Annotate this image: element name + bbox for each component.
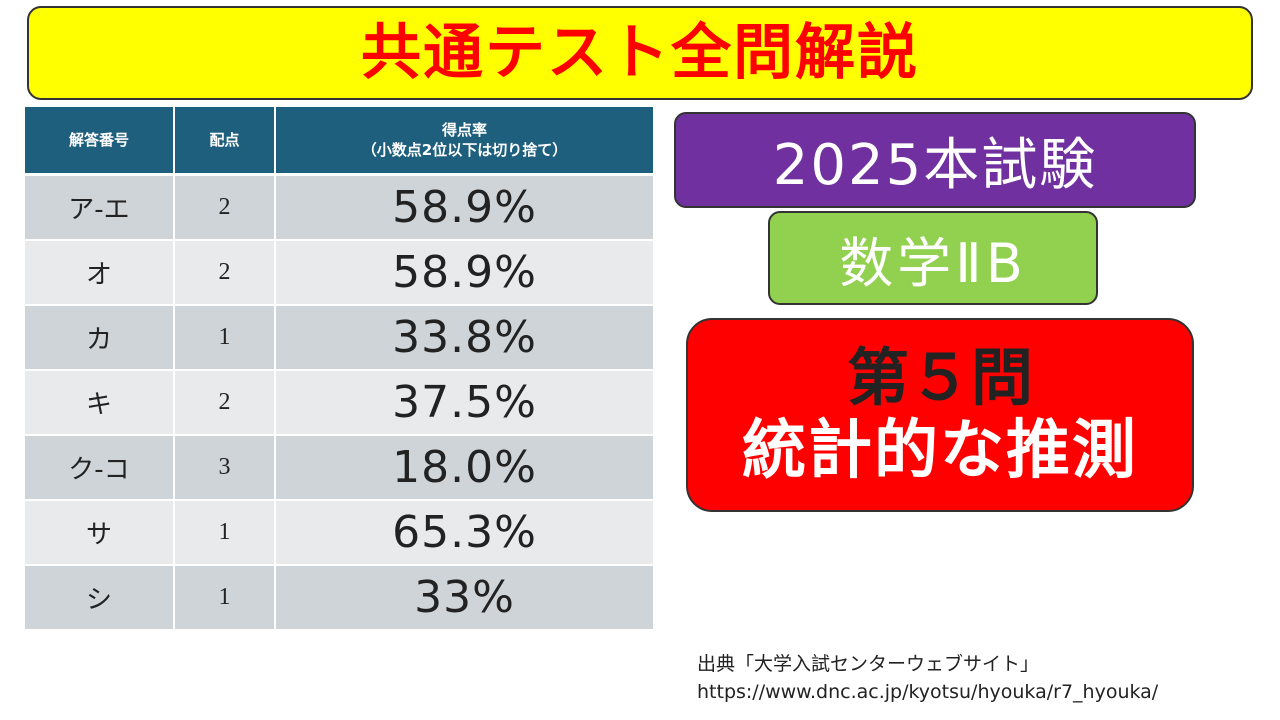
- problem-topic: 統計的な推測: [742, 414, 1138, 488]
- table-row: オ 2 58.9%: [25, 240, 653, 306]
- source-citation: 出典「大学入試センターウェブサイト」 https://www.dnc.ac.jp…: [697, 650, 1158, 706]
- points-cell: 3: [174, 435, 276, 501]
- score-rate-cell: 33%: [275, 565, 653, 631]
- answer-number-cell: ク-コ: [25, 435, 175, 501]
- header-score-rate: 得点率 （小数点2位以下は切り捨て）: [275, 107, 653, 176]
- header-score-rate-label: 得点率: [441, 120, 487, 139]
- title-banner: 共通テスト全問解説: [27, 6, 1253, 100]
- answer-number-cell: サ: [25, 500, 175, 566]
- source-label: 出典「大学入試センターウェブサイト」: [697, 653, 1040, 675]
- answer-number-cell: キ: [25, 370, 175, 436]
- points-cell: 2: [174, 370, 276, 436]
- exam-year-label: 2025本試験: [674, 112, 1196, 208]
- score-rate-cell: 37.5%: [275, 370, 653, 436]
- table-row: サ 1 65.3%: [25, 500, 653, 566]
- points-cell: 1: [174, 565, 276, 631]
- score-rate-cell: 33.8%: [275, 305, 653, 371]
- points-cell: 2: [174, 174, 276, 241]
- page-title: 共通テスト全問解説: [361, 18, 919, 88]
- problem-panel: 第５問 統計的な推測: [686, 318, 1194, 512]
- table-row: シ 1 33%: [25, 565, 653, 631]
- table-row: ク-コ 3 18.0%: [25, 435, 653, 501]
- score-rate-cell: 58.9%: [275, 174, 653, 241]
- table-header-row: 解答番号 配点 得点率 （小数点2位以下は切り捨て）: [25, 107, 653, 176]
- score-rate-table: 解答番号 配点 得点率 （小数点2位以下は切り捨て） ア-エ 2 58.9% オ…: [25, 107, 653, 631]
- answer-number-cell: ア-エ: [25, 174, 175, 241]
- subject-label: 数学ⅡB: [768, 211, 1098, 305]
- header-points: 配点: [174, 107, 276, 176]
- answer-number-cell: シ: [25, 565, 175, 631]
- points-cell: 1: [174, 305, 276, 371]
- source-url: https://www.dnc.ac.jp/kyotsu/hyouka/r7_h…: [697, 681, 1159, 703]
- points-cell: 2: [174, 240, 276, 306]
- answer-number-cell: カ: [25, 305, 175, 371]
- header-answer-number: 解答番号: [25, 107, 175, 176]
- table-row: カ 1 33.8%: [25, 305, 653, 371]
- table-row: キ 2 37.5%: [25, 370, 653, 436]
- answer-number-cell: オ: [25, 240, 175, 306]
- score-rate-cell: 58.9%: [275, 240, 653, 306]
- points-cell: 1: [174, 500, 276, 566]
- score-rate-cell: 65.3%: [275, 500, 653, 566]
- table-row: ア-エ 2 58.9%: [25, 174, 653, 241]
- header-score-rate-note: （小数点2位以下は切り捨て）: [361, 141, 568, 159]
- score-rate-cell: 18.0%: [275, 435, 653, 501]
- problem-number: 第５問: [846, 341, 1033, 414]
